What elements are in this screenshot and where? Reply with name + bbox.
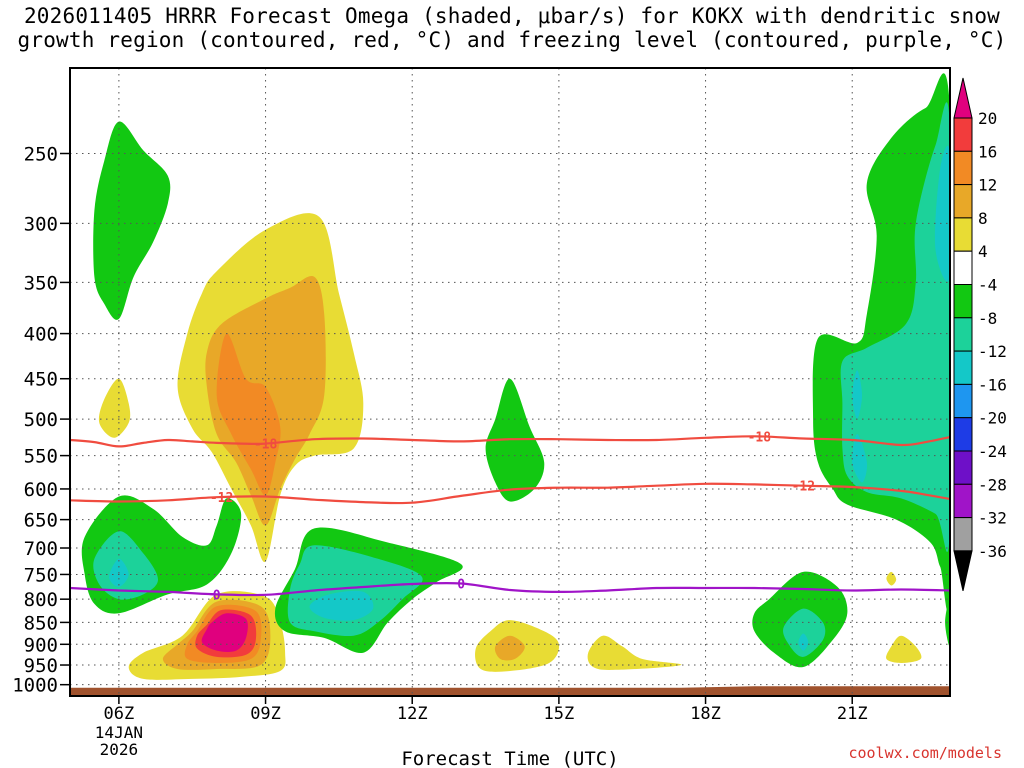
contour-label-0-0: 0	[213, 588, 221, 603]
omega-region-8	[216, 333, 281, 496]
y-tick-label-600: 600	[24, 479, 58, 501]
colorbar-bin-3	[953, 217, 973, 252]
colorbar-label-6: -8	[978, 309, 997, 328]
y-tick-label-550: 550	[24, 446, 58, 468]
colorbar-label-4: 4	[978, 242, 988, 261]
colorbar-label-0: 20	[978, 109, 997, 128]
y-tick-label-400: 400	[24, 324, 58, 346]
contour-line--12	[70, 482, 950, 505]
colorbar-label-13: -36	[978, 542, 1007, 561]
contour-lines	[70, 435, 950, 597]
colorbar-label-7: -12	[978, 342, 1007, 361]
colorbar-bin-0	[953, 117, 973, 152]
colorbar-label-5: -4	[978, 276, 997, 295]
colorbar-bin-5	[953, 284, 973, 319]
x-tick-label-21Z: 21Z	[837, 704, 868, 724]
y-tick-label-650: 650	[24, 510, 58, 532]
colorbar-label-11: -28	[978, 475, 1007, 494]
colorbar-label-10: -24	[978, 442, 1007, 461]
y-tick-label-850: 850	[24, 612, 58, 634]
colorbar-bin-9	[953, 417, 973, 452]
colorbar-label-12: -32	[978, 509, 1007, 528]
x-tick-label-09Z: 09Z	[250, 704, 281, 724]
y-tick-label-1000: 1000	[12, 675, 58, 697]
colorbar: 20 16 12 8 4 -4 -8 -12 -16 -20 -24 -28 -32 -36	[953, 77, 1007, 592]
x-tick-sublabel-0: 14JAN	[95, 723, 143, 742]
colorbar-bin-2	[953, 184, 973, 219]
terrain-fill	[70, 686, 950, 696]
omega-region-22	[783, 608, 826, 657]
colorbar-bin-1	[953, 150, 973, 186]
y-tick-label-700: 700	[24, 538, 58, 560]
y-tick-label-250: 250	[24, 143, 58, 165]
chart-title-line1: 2026011405 HRRR Forecast Omega (shaded, …	[23, 4, 1001, 28]
credit-text: coolwx.com/models	[848, 744, 1002, 762]
plot-frame	[69, 67, 951, 697]
omega-region-4	[98, 378, 131, 438]
y-tick-label-450: 450	[24, 369, 58, 391]
omega-region-13	[201, 613, 248, 652]
omega-region-16	[309, 590, 374, 621]
y-tick-label-950: 950	[24, 655, 58, 677]
contour-label--18-0: -18	[254, 438, 278, 453]
omega-region-2	[93, 531, 158, 600]
y-tick-label-800: 800	[24, 589, 58, 611]
contour-label--12-1: -12	[792, 480, 815, 495]
colorbar-bin-11	[953, 483, 973, 519]
colorbar-label-2: 12	[978, 176, 997, 195]
x-tick-sublabel-1: 2026	[100, 740, 139, 759]
colorbar-label-8: -16	[978, 375, 1007, 394]
chart-title-line2: growth region (contoured, red, °C) and f…	[17, 28, 1007, 52]
contour-label--12-0: -12	[210, 491, 233, 506]
omega-region-28	[840, 102, 950, 552]
omega-region-23	[798, 633, 809, 651]
colorbar-bin-12	[953, 517, 973, 552]
colorbar-bottom-arrow	[953, 550, 973, 592]
omega-region-29	[934, 146, 950, 282]
x-tick-label-18Z: 18Z	[690, 704, 721, 724]
terrain	[70, 686, 950, 696]
colorbar-label-1: 16	[978, 142, 997, 161]
axes: 2503003504004505005506006507007508008509…	[12, 143, 867, 759]
x-tick-label-06Z: 06Z	[104, 704, 135, 724]
colorbar-bin-4	[953, 250, 973, 285]
omega-region-31	[852, 434, 868, 483]
contour-line-0	[70, 581, 950, 597]
omega-region-0	[93, 121, 171, 320]
omega-region-19	[494, 635, 525, 661]
omega-region-26	[886, 635, 922, 663]
x-tick-label-15Z: 15Z	[544, 704, 575, 724]
colorbar-bin-6	[953, 317, 973, 352]
chart-title: 2026011405 HRRR Forecast Omega (shaded, …	[0, 4, 1024, 52]
y-tick-label-350: 350	[24, 272, 58, 294]
x-axis-label: Forecast Time (UTC)	[401, 748, 618, 768]
omega-region-30	[852, 370, 862, 420]
colorbar-top-arrow	[953, 77, 973, 119]
contour-line--18	[70, 435, 950, 448]
y-tick-label-750: 750	[24, 564, 58, 586]
colorbar-bin-7	[953, 350, 973, 385]
y-tick-label-900: 900	[24, 634, 58, 656]
contour-label--18-1: -18	[748, 431, 772, 446]
omega-region-25	[886, 571, 897, 586]
colorbar-bin-8	[953, 383, 973, 419]
colorbar-label-9: -20	[978, 409, 1007, 428]
y-tick-label-500: 500	[24, 409, 58, 431]
omega-region-5	[166, 0, 261, 44]
contour-labels: -18 -18 -12 -12 0 0	[210, 431, 815, 604]
colorbar-label-3: 8	[978, 209, 988, 228]
colorbar-bin-10	[953, 450, 973, 485]
y-tick-label-300: 300	[24, 213, 58, 235]
omega-shading	[81, 0, 950, 680]
contour-label-0-1: 0	[457, 578, 465, 593]
omega-region-32	[945, 598, 950, 647]
grid-lines	[70, 68, 950, 696]
x-tick-label-12Z: 12Z	[397, 704, 428, 724]
